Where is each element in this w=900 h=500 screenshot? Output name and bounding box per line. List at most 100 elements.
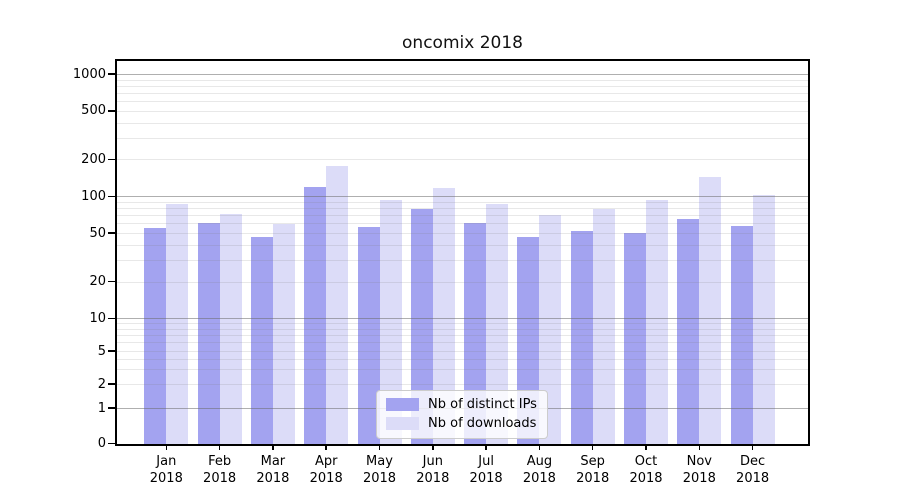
y-tick-label: 100 [81, 188, 106, 204]
y-tick-label: 1000 [72, 66, 106, 82]
legend-swatch-distinct-ips [386, 398, 419, 411]
y-tick-label: 0 [97, 436, 106, 451]
x-tick-mark [538, 444, 541, 450]
bar-distinct-ips-jul [464, 222, 487, 444]
gridline-minor [117, 215, 808, 217]
x-tick-mark [698, 444, 701, 450]
bar-downloads-jan [166, 203, 189, 444]
legend-item-downloads: Nb of downloads [386, 416, 537, 431]
x-tick-mark [432, 444, 434, 450]
gridline-minor [117, 79, 808, 81]
y-tick-mark [108, 195, 115, 198]
gridline-minor [117, 101, 808, 103]
y-tick-label: 5 [97, 343, 106, 359]
gridline-minor [117, 208, 808, 210]
x-tick-label: Jan 2018 [149, 454, 183, 486]
bar-downloads-mar [272, 224, 295, 444]
y-tick-mark [108, 383, 115, 385]
x-tick-label: Oct 2018 [629, 454, 663, 486]
x-tick-label: Nov 2018 [682, 454, 716, 486]
gridline-minor [117, 260, 808, 262]
bar-distinct-ips-dec [730, 226, 753, 444]
gridline-minor [117, 233, 808, 235]
y-tick-label: 200 [81, 151, 106, 167]
x-tick-label: Feb 2018 [203, 454, 237, 486]
y-tick-mark [108, 280, 115, 283]
x-tick-mark [751, 444, 754, 450]
gridline-minor [117, 323, 808, 325]
y-tick-label: 20 [89, 274, 106, 290]
y-tick-mark [108, 350, 115, 352]
y-tick-mark [108, 73, 115, 75]
x-tick-label: Sep 2018 [576, 454, 610, 486]
gridline-minor [117, 201, 808, 203]
y-tick-mark [108, 110, 115, 112]
gridline-minor [117, 335, 808, 337]
gridline-minor [117, 110, 808, 112]
gridline-minor [117, 351, 808, 352]
legend-label-distinct-ips: Nb of distinct IPs [428, 397, 537, 412]
x-tick-mark [218, 444, 221, 450]
y-tick-mark [108, 317, 115, 320]
legend: Nb of distinct IPs Nb of downloads [376, 390, 548, 439]
plot-area: Nb of distinct IPs Nb of downloads [115, 59, 810, 446]
x-tick-mark [485, 444, 487, 450]
gridline-major [117, 196, 808, 198]
gridline-minor [117, 85, 808, 87]
y-tick-mark [108, 442, 115, 445]
x-tick-mark [378, 444, 381, 450]
y-tick-mark [108, 407, 115, 409]
x-tick-label: Jun 2018 [416, 454, 450, 486]
gridline-minor [117, 137, 808, 139]
y-tick-label: 10 [89, 310, 106, 326]
bar-distinct-ips-jan [144, 227, 167, 444]
x-tick-label: May 2018 [362, 454, 397, 486]
legend-item-distinct-ips: Nb of distinct IPs [386, 397, 537, 412]
gridline-minor [117, 122, 808, 124]
y-tick-label: 500 [81, 103, 106, 119]
gridline-minor [117, 359, 808, 361]
bar-downloads-apr [326, 165, 349, 444]
bar-downloads-aug [539, 215, 562, 444]
gridline-minor [117, 281, 808, 283]
gridline-minor [117, 223, 808, 225]
bar-downloads-jul [486, 204, 509, 444]
bar-downloads-nov [699, 176, 722, 444]
bar-distinct-ips-feb [197, 222, 220, 444]
x-tick-label: Jul 2018 [469, 454, 503, 486]
gridline-minor [117, 384, 808, 385]
x-tick-label: Dec 2018 [736, 454, 770, 486]
y-tick-label: 1 [97, 400, 106, 416]
x-tick-mark [645, 444, 647, 450]
chart-title: oncomix 2018 [402, 33, 523, 53]
bar-distinct-ips-sep [570, 230, 593, 444]
bar-downloads-sep [592, 209, 615, 444]
gridline-minor [117, 369, 808, 371]
x-tick-label: Apr 2018 [309, 454, 343, 486]
bar-downloads-oct [646, 200, 668, 444]
gridline-minor [117, 342, 808, 344]
y-tick-mark [108, 232, 115, 234]
x-tick-label: Mar 2018 [256, 454, 290, 486]
bar-distinct-ips-mar [250, 237, 273, 444]
legend-swatch-downloads [386, 417, 419, 430]
x-tick-mark [325, 444, 327, 450]
bar-downloads-dec [752, 194, 775, 444]
gridline-minor [117, 244, 808, 246]
y-tick-mark [108, 158, 115, 161]
gridline-minor [117, 328, 808, 330]
legend-label-downloads: Nb of downloads [428, 416, 537, 431]
bar-distinct-ips-apr [304, 187, 327, 444]
x-tick-mark [272, 444, 274, 450]
bar-distinct-ips-jun [410, 209, 433, 444]
x-tick-label: Aug 2018 [522, 454, 556, 486]
bar-downloads-jun [432, 187, 455, 444]
x-tick-mark [591, 444, 594, 450]
bar-distinct-ips-nov [677, 219, 700, 444]
bar-downloads-feb [219, 214, 242, 444]
bar-distinct-ips-oct [624, 233, 646, 444]
y-tick-label: 2 [97, 376, 106, 392]
x-tick-mark [165, 444, 168, 450]
bar-distinct-ips-may [357, 227, 380, 444]
